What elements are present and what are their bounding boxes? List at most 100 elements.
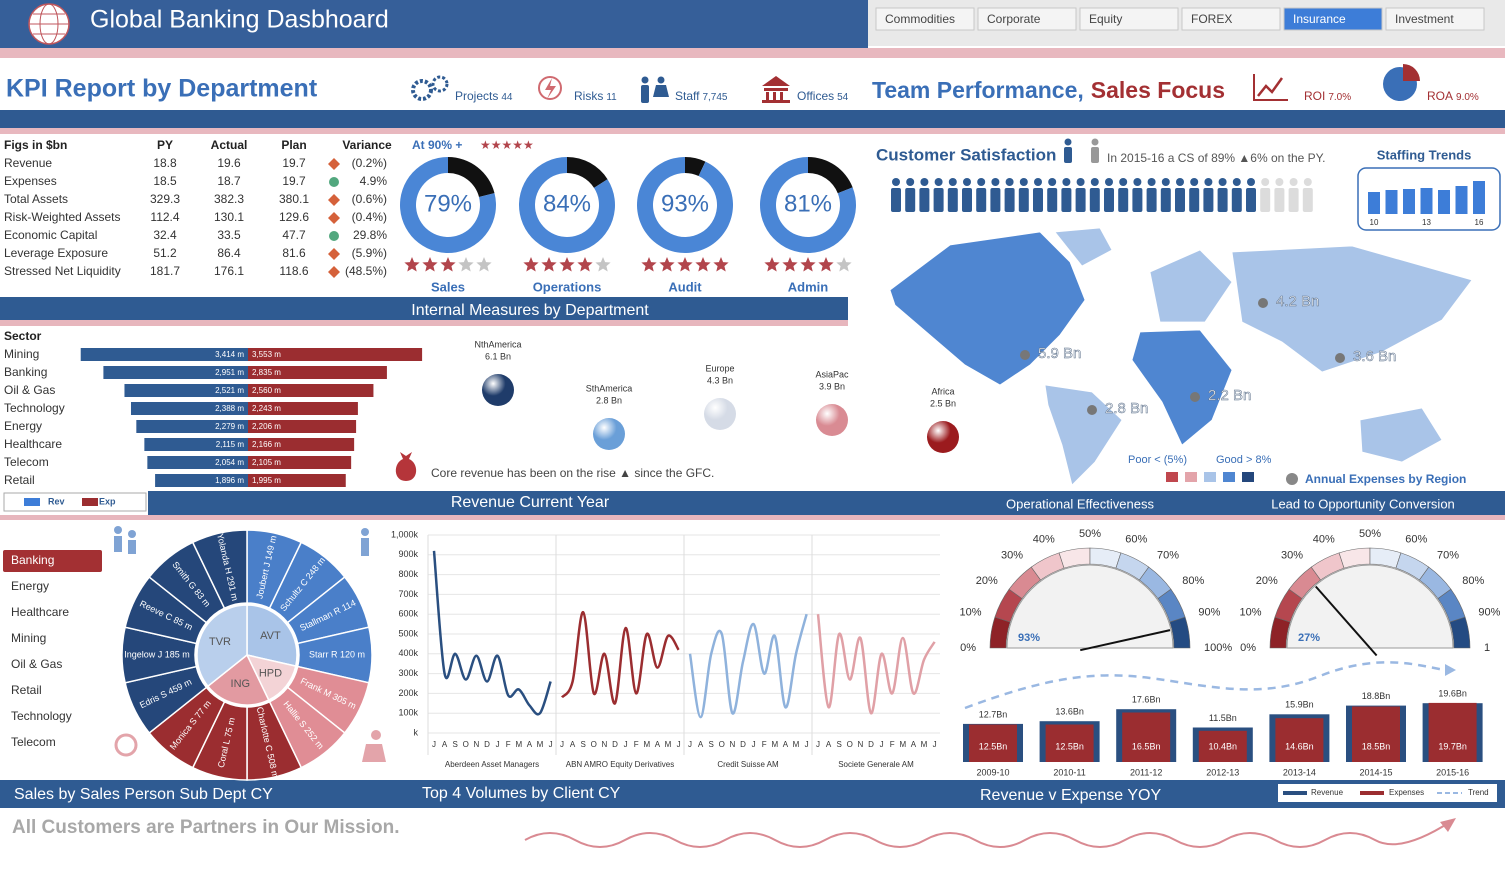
revenue-label: 19.6Bn: [1438, 689, 1467, 699]
star: [836, 257, 852, 272]
month-label: J: [549, 740, 553, 749]
tab-label[interactable]: Insurance: [1293, 12, 1346, 26]
gauge-tick-label: 10%: [960, 607, 982, 619]
menu-active[interactable]: [3, 550, 102, 572]
tab-label[interactable]: Investment: [1395, 12, 1454, 26]
kpi-label: Staff: [675, 89, 700, 103]
rev-bar: [80, 348, 249, 361]
cell: 329.3: [150, 192, 180, 206]
month-label: A: [826, 740, 832, 749]
cs-icon: [1161, 178, 1170, 186]
variance-marker: [328, 248, 340, 260]
footer-text: All Customers are Partners in Our Missio…: [12, 817, 400, 838]
month-label: N: [858, 740, 864, 749]
legend-swatch: [24, 498, 40, 506]
region-value: 4.3 Bn: [707, 375, 733, 385]
rev-label: 2,054 m: [215, 458, 244, 467]
exp-label: 2,166 m: [252, 440, 281, 449]
star: [404, 257, 420, 272]
legend-label: Rev: [48, 496, 65, 506]
cs-icon: [1132, 188, 1143, 212]
star: [541, 257, 557, 272]
person-icon: [1064, 147, 1072, 163]
cs-icon: [1146, 188, 1157, 212]
month-label: J: [432, 740, 436, 749]
sector-name: Banking: [4, 365, 47, 379]
tab[interactable]: [875, 7, 975, 31]
sector-name: Retail: [4, 473, 35, 487]
star: [764, 257, 780, 272]
month-label: D: [484, 740, 490, 749]
ratio: ROI 7.0%: [1304, 89, 1351, 103]
pink-band: [0, 128, 1505, 134]
ratio: ROA 9.0%: [1427, 89, 1479, 103]
expense-bar: [1352, 706, 1400, 762]
month-label: A: [570, 740, 576, 749]
legend-label: Trend: [1468, 788, 1489, 797]
gauge-tick-label: 0%: [960, 642, 976, 654]
region-bubble: [482, 374, 514, 406]
menu-item[interactable]: Oil & Gas: [11, 657, 62, 671]
gauge-face: [1286, 564, 1454, 649]
tab[interactable]: [1385, 7, 1485, 31]
kpi-value: 44: [501, 92, 513, 103]
client-name: ABN AMRO Equity Derivatives: [566, 760, 674, 769]
gauge-tick-label: 60%: [1405, 533, 1427, 545]
star: [659, 257, 675, 272]
rev-label: 2,115 m: [216, 440, 245, 449]
gauge-tick-label: 80%: [1462, 575, 1484, 587]
satisfaction-note: In 2015-16 a CS of 89% ▲6% on the PY.: [1107, 151, 1325, 165]
cs-icon: [1076, 178, 1085, 186]
person-icon: [1091, 147, 1099, 163]
month-label: J: [624, 740, 628, 749]
menu-item[interactable]: Telecom: [11, 735, 56, 749]
menu-item[interactable]: Energy: [11, 579, 49, 593]
menu-item[interactable]: Mining: [11, 631, 46, 645]
month-label: O: [463, 740, 469, 749]
cs-icon: [1218, 178, 1227, 186]
cs-icon: [1190, 178, 1199, 186]
cs-icon: [1288, 188, 1299, 212]
cs-icon: [1019, 178, 1028, 186]
exp-bar: [248, 384, 374, 397]
menu-item[interactable]: Healthcare: [11, 605, 69, 619]
cs-icon: [1062, 178, 1071, 186]
footer-wave: [524, 821, 1451, 848]
cs-icon: [1246, 188, 1256, 212]
tab-label[interactable]: FOREX: [1191, 12, 1232, 26]
region-name: Africa: [931, 386, 954, 396]
year-label: 2011-12: [1130, 767, 1162, 777]
cell: (0.2%): [352, 156, 387, 170]
menu-item[interactable]: Retail: [11, 683, 42, 697]
tab-label[interactable]: Corporate: [987, 12, 1041, 26]
year-label: 2014-15: [1359, 767, 1392, 777]
variance-marker: [328, 212, 340, 224]
ratio-value: 7.0%: [1328, 92, 1351, 103]
tab[interactable]: [977, 7, 1077, 31]
donut-label: Admin: [788, 279, 829, 294]
map-dot: [1258, 298, 1268, 308]
tab[interactable]: [1181, 7, 1281, 31]
region-value: 3.9 Bn: [819, 381, 845, 391]
tab-label[interactable]: Equity: [1089, 12, 1122, 26]
sector-name: Mining: [4, 347, 39, 361]
month-label: M: [537, 740, 544, 749]
footer-arrow: [1440, 818, 1456, 832]
sunburst-inner-label: TVR: [209, 636, 231, 648]
month-label: O: [719, 740, 725, 749]
tab[interactable]: [1079, 7, 1179, 31]
tab[interactable]: [1283, 7, 1383, 31]
legend-label: Revenue: [1311, 788, 1344, 797]
month-label: M: [665, 740, 672, 749]
cell: 4.9%: [360, 174, 388, 188]
cs-icon: [948, 178, 957, 186]
month-label: J: [805, 740, 809, 749]
cell: 19.7: [282, 174, 306, 188]
thinking-icons: [114, 730, 386, 762]
menu-item[interactable]: Banking: [11, 553, 54, 567]
cell: 18.7: [217, 174, 241, 188]
menu-item[interactable]: Technology: [11, 709, 72, 723]
cs-icon: [934, 178, 943, 186]
cs-icon: [919, 188, 930, 212]
tab-label[interactable]: Commodities: [885, 12, 955, 26]
